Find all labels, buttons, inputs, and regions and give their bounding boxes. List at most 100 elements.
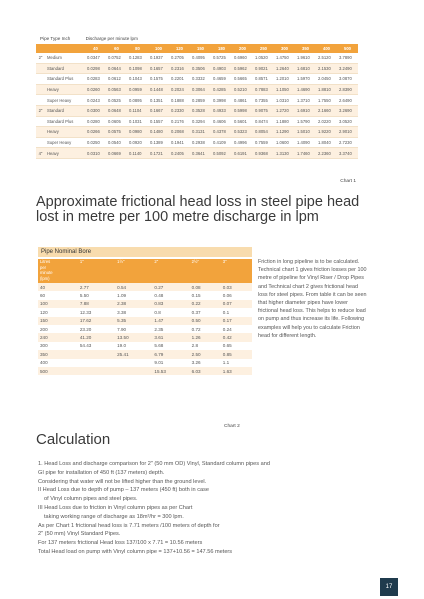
table1-value-cell: 2.1660 — [316, 105, 337, 117]
table1-size-cell — [36, 94, 45, 106]
table1-value-cell: 1.2640 — [274, 63, 295, 75]
table1-value-cell: 2.2360 — [316, 147, 337, 159]
table2-cell: 40 — [38, 283, 78, 292]
calculation-title: Calculation — [36, 431, 111, 448]
table1-value-cell: 0.8474 — [253, 116, 274, 128]
table1-value-cell: 0.0310 — [85, 147, 106, 159]
table2-cell: 6.79 — [152, 350, 190, 359]
table1-value-cell: 0.2316 — [169, 63, 190, 75]
table1-value-cell: 1.1050 — [274, 84, 295, 96]
table1-size-cell — [36, 73, 45, 85]
table2-cell: 6.03 — [189, 366, 221, 376]
table1-value-cell: 3.3740 — [337, 147, 358, 159]
table1-value-cell: 0.2705 — [169, 53, 190, 64]
table-row: 300 54.43 19.0 5.68 2.8 0.65 — [38, 342, 252, 350]
table1-value-cell: 0.0283 — [85, 73, 106, 85]
table1-size-cell — [36, 84, 45, 96]
table1-value-cell: 3.2490 — [337, 63, 358, 75]
table2-cell: 2.38 — [115, 299, 153, 309]
table2-cell: 0.54 — [115, 283, 153, 292]
table-row: Super Heavy 0.0250 0.0540 0.0920 0.1389 0.194… — [36, 137, 358, 149]
page-number: 17 — [380, 578, 398, 596]
table2-cell: 0.27 — [152, 283, 190, 292]
table1-header-cell: 180 — [211, 44, 232, 53]
table1-value-cell: 2.7230 — [337, 137, 358, 149]
friction-paragraph: Friction in long pipeline is to be calcu… — [258, 259, 367, 339]
table2-cell: 54.43 — [79, 343, 92, 349]
table1-value-cell: 1.7460 — [295, 147, 316, 159]
table2-cell: 350 — [38, 350, 78, 359]
chart1-caption: Chart 1 — [340, 179, 356, 184]
table1-value-cell: 0.2068 — [169, 126, 190, 138]
table2-header-cell: 1" — [77, 259, 116, 283]
table1-value-cell: 0.4378 — [211, 126, 232, 138]
table2-cell: 1.26 — [189, 333, 221, 342]
table2-header-cell: 2½" — [189, 259, 221, 283]
table2-cell: 240 — [38, 333, 78, 342]
table1-pipe-type-cell: Standard — [45, 105, 85, 117]
table1-value-cell: 1.8810 — [316, 84, 337, 96]
table2-header-cell: 3" — [220, 259, 252, 283]
table1-value-cell: 0.3528 — [190, 105, 211, 117]
table1-value-cell: 0.6191 — [232, 147, 253, 159]
table2-cell: 0.03 — [220, 283, 252, 292]
table2-cell: 0.08 — [189, 283, 221, 292]
table1-header-cell — [36, 44, 45, 53]
table1-value-cell: 2.8390 — [337, 84, 358, 96]
table1-header-cell: 60 — [106, 44, 127, 53]
table1-value-cell: 0.9368 — [253, 147, 274, 159]
table1-value-cell: 0.0980 — [127, 126, 148, 138]
table1-header-cell: 250 — [253, 44, 274, 53]
table2-cell: 25.41 — [115, 350, 153, 359]
table1-value-cell: 0.2330 — [169, 105, 190, 117]
table1-value-cell: 0.5323 — [232, 126, 253, 138]
table2-cell: 13.50 — [115, 333, 153, 342]
table1-size-cell — [36, 116, 45, 128]
table1-value-cell: 0.0959 — [127, 84, 148, 96]
table1-value-cell: 1.6910 — [295, 105, 316, 117]
table1-pipe-type-cell: Standard Plus — [45, 116, 85, 128]
table1-value-cell: 1.4090 — [295, 137, 316, 149]
table1-value-cell: 0.1480 — [148, 126, 169, 138]
table-row: 120 12.33 3.38 0.8 0.37 0.1 — [38, 308, 252, 316]
table2-cell: 0.17 — [220, 316, 252, 325]
table1-value-cell: 0.0752 — [106, 53, 127, 64]
steel-pipe-table: Litres per minute (lpm) 1" 1½" 2" 2½" 3" 40 2.77 0… — [38, 259, 252, 376]
table1-value-cell: 0.0300 — [85, 105, 106, 117]
table2-header-line: Litres — [40, 259, 51, 264]
table2-cell: 0.15 — [191, 293, 201, 299]
chart2-caption: Chart 2 — [224, 424, 240, 429]
table1-value-cell: 0.8571 — [253, 73, 274, 85]
table-row: 100 7.88 2.38 0.83 0.22 0.07 — [38, 299, 252, 309]
table1-value-cell: 0.2201 — [169, 73, 190, 85]
table1-value-cell: 0.0250 — [85, 137, 106, 149]
table-row: 200 23.20 7.90 2.35 0.72 0.24 — [38, 325, 252, 333]
table1-value-cell: 1.2010 — [274, 73, 295, 85]
table1-value-cell: 0.4861 — [232, 94, 253, 106]
table1-size-cell: 4" — [36, 147, 45, 159]
table1-value-cell: 0.0612 — [106, 73, 127, 85]
page-heading: Approximate frictional head loss in stee… — [36, 194, 360, 225]
pipe-bore-label: Pipe Nominal Bore — [38, 247, 252, 257]
table1-value-cell: 1.9220 — [316, 126, 337, 138]
table2-cell: 0.50 — [189, 316, 221, 325]
table1-value-cell: 0.3294 — [190, 116, 211, 128]
calculation-line: 2" (50 mm) Vinyl Standard Pipes. — [38, 531, 121, 538]
table2-cell — [78, 359, 115, 367]
table2-cell: 150 — [38, 316, 78, 325]
table2-cell: 0.37 — [191, 309, 201, 315]
table1-value-cell: 0.1557 — [148, 116, 169, 128]
table1-value-cell: 0.1721 — [148, 147, 169, 159]
table2-cell: 0.83 — [152, 299, 190, 309]
table-row: Super Heavy 0.0243 0.0525 0.0895 0.1351 0.188… — [36, 94, 358, 106]
table2-cell: 100 — [38, 299, 78, 309]
table1-value-cell: 0.8054 — [253, 126, 274, 138]
table1-value-cell: 0.1351 — [148, 94, 169, 106]
table-row: 150 17.62 5.35 1.47 0.50 0.17 — [38, 316, 252, 325]
table1-value-cell: 2.0450 — [316, 73, 337, 85]
table1-size-cell: 2" — [36, 53, 45, 64]
calculation-line: For 137 meters frictional Head loss 137/… — [38, 540, 203, 547]
table1-value-cell: 1.4690 — [295, 84, 316, 96]
table2-cell: 60 — [40, 293, 46, 299]
table2-header-row: Litres per minute (lpm) 1" 1½" 2" 2½" 3" — [38, 259, 252, 283]
